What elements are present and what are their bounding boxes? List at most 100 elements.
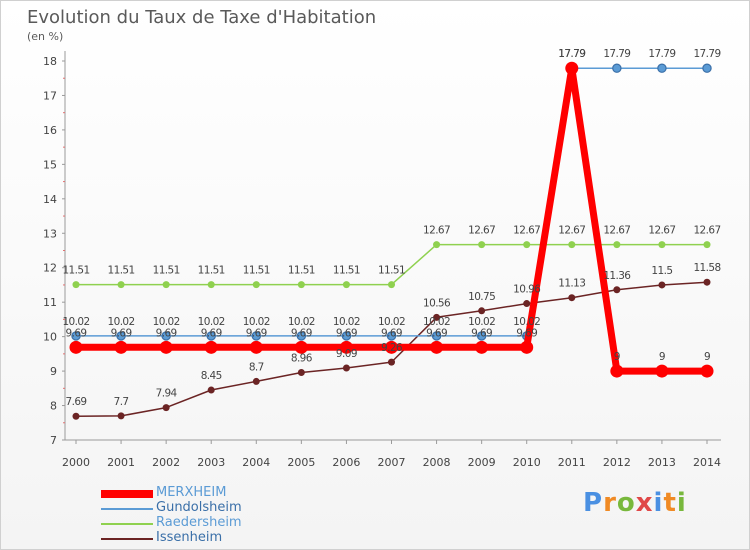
data-label: 10.96: [513, 284, 541, 296]
data-label: 12.67: [558, 225, 585, 237]
data-label: 7.94: [156, 388, 178, 400]
data-label: 11.5: [651, 265, 672, 277]
data-label: 10.02: [513, 316, 540, 328]
data-label: 11.13: [558, 278, 585, 290]
data-label: 17.79: [558, 48, 585, 60]
data-point: [69, 340, 83, 354]
data-point: [297, 281, 305, 289]
data-point: [342, 281, 350, 289]
x-tick-label: 2014: [693, 456, 721, 469]
data-point: [478, 241, 486, 249]
data-point: [162, 404, 170, 412]
data-label: 10.02: [198, 316, 225, 328]
data-label: 9: [704, 351, 710, 363]
data-label: 11.51: [378, 265, 405, 277]
data-label: 8.96: [291, 352, 313, 364]
data-point: [655, 364, 669, 378]
data-label: 9.69: [381, 327, 402, 339]
x-tick-label: 2003: [197, 456, 225, 469]
legend-swatch: [101, 490, 153, 498]
data-point: [294, 340, 308, 354]
series-gundolsheim: [71, 63, 712, 341]
series-line: [76, 67, 707, 337]
x-tick-label: 2011: [558, 456, 586, 469]
x-tick-label: 2005: [287, 456, 315, 469]
data-label: 9.09: [336, 348, 357, 360]
data-point: [388, 358, 395, 366]
data-point: [433, 332, 441, 340]
data-label: 11.51: [243, 265, 270, 277]
data-label: 12.67: [423, 225, 450, 237]
x-tick-label: 2004: [242, 456, 270, 469]
data-label: 9: [659, 351, 665, 363]
data-point: [72, 281, 80, 289]
chart-unit-label: (en %): [27, 30, 64, 43]
data-label: 10.02: [378, 316, 405, 328]
y-tick-label: 8: [50, 400, 57, 413]
data-label: 10.02: [468, 316, 495, 328]
data-point: [297, 368, 305, 376]
x-tick-label: 2010: [513, 456, 541, 469]
data-label: 17.79: [558, 48, 585, 60]
data-point: [613, 241, 621, 249]
data-label: 10.02: [62, 316, 89, 328]
y-tick-label: 18: [43, 55, 57, 68]
data-label: 12.67: [603, 225, 630, 237]
data-point: [568, 294, 576, 302]
data-label: 10.02: [243, 316, 270, 328]
data-label: 9.69: [246, 327, 267, 339]
y-tick-label: 10: [43, 331, 57, 344]
data-label: 9.26: [381, 342, 403, 354]
data-point: [478, 307, 486, 315]
data-point: [159, 340, 173, 354]
data-label: 9.69: [66, 327, 87, 339]
data-label: 7.69: [66, 396, 87, 408]
y-tick-label: 15: [43, 158, 57, 171]
data-point: [565, 61, 579, 75]
data-point: [252, 281, 260, 289]
data-point: [342, 332, 350, 340]
series-merxheim: [69, 61, 714, 378]
data-point: [523, 300, 531, 308]
data-label: 9.69: [516, 327, 537, 339]
data-label: 11.51: [198, 265, 225, 277]
data-point: [117, 332, 125, 340]
data-point: [385, 340, 398, 354]
data-point: [658, 281, 666, 289]
x-tick-label: 2002: [152, 456, 180, 469]
data-point: [114, 340, 128, 354]
legend-swatch: [101, 523, 153, 525]
legend-swatch: [101, 508, 153, 510]
y-tick-label: 7: [50, 434, 57, 447]
data-label: 11.51: [62, 265, 89, 277]
y-tick-label: 16: [43, 124, 57, 137]
data-point: [658, 241, 666, 249]
data-label: 10.75: [468, 291, 495, 303]
data-label: 12.67: [693, 225, 720, 237]
data-label: 10.02: [333, 316, 360, 328]
data-label: 9.69: [471, 327, 492, 339]
data-point: [703, 241, 711, 249]
data-point: [72, 332, 80, 340]
data-label: 9.69: [336, 327, 357, 339]
data-label: 9.69: [111, 327, 132, 339]
x-tick-label: 2008: [423, 456, 451, 469]
data-point: [703, 64, 711, 72]
proxiti-logo: Proxiti: [583, 488, 687, 518]
data-label: 11.51: [153, 265, 180, 277]
x-tick-label: 2013: [648, 456, 676, 469]
data-point: [162, 332, 170, 340]
data-label: 10.02: [153, 316, 180, 328]
x-tick-label: 2000: [62, 456, 90, 469]
x-tick-label: 2012: [603, 456, 631, 469]
x-tick-label: 2001: [107, 456, 135, 469]
data-point: [478, 332, 486, 340]
legend-swatch: [101, 538, 153, 540]
data-point: [523, 241, 531, 249]
data-point: [568, 241, 576, 249]
data-label: 11.51: [108, 265, 135, 277]
data-label: 7.7: [114, 396, 129, 408]
data-label: 10.56: [423, 297, 451, 309]
data-point: [388, 281, 395, 289]
